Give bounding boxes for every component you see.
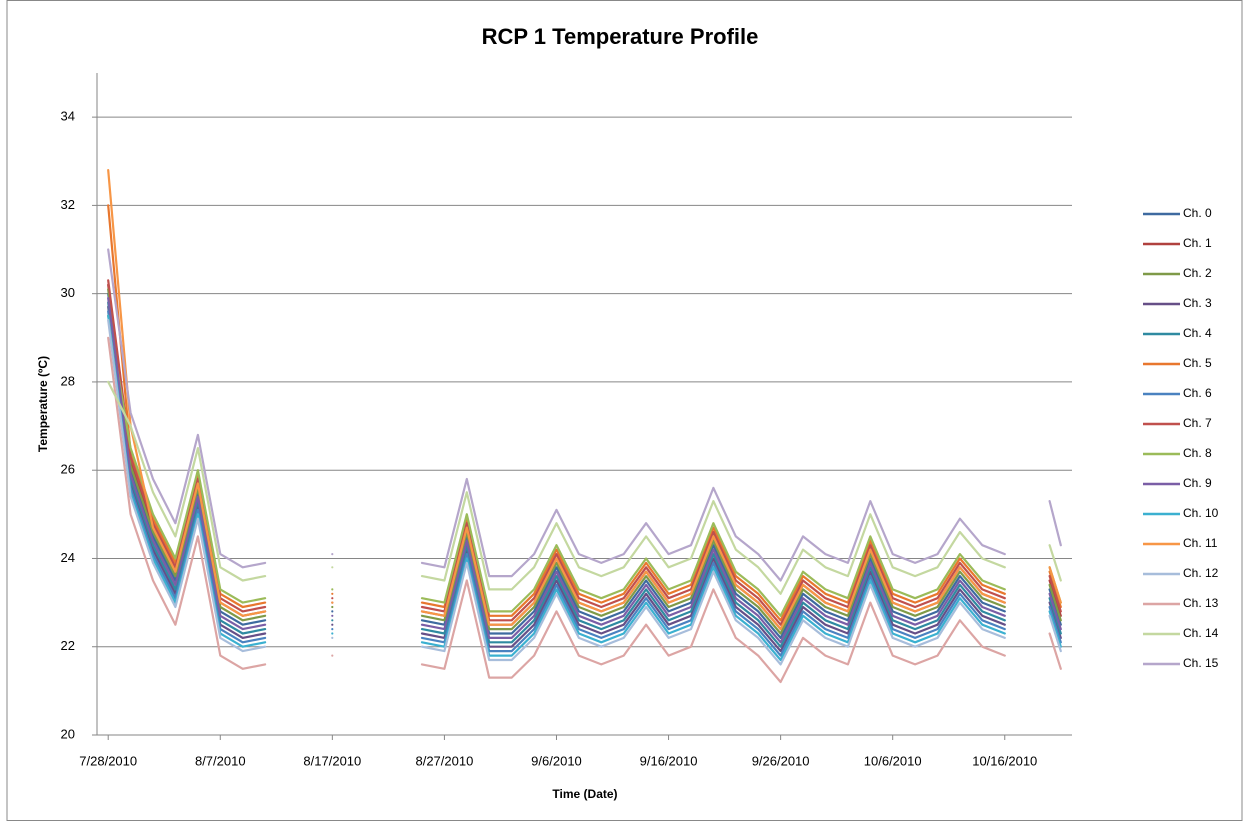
legend-label: Ch. 7 <box>1183 416 1212 430</box>
legend-label: Ch. 5 <box>1183 356 1212 370</box>
y-tick-label: 22 <box>61 638 75 653</box>
series-line <box>107 248 1062 582</box>
series-line <box>107 336 1062 684</box>
x-tick-label: 10/16/2010 <box>972 753 1037 768</box>
legend-label: Ch. 15 <box>1183 656 1219 670</box>
series-line <box>107 314 1062 617</box>
y-tick-label: 30 <box>61 285 75 300</box>
legend-label: Ch. 11 <box>1183 536 1218 550</box>
chart-border <box>6 0 1243 821</box>
legend-label: Ch. 12 <box>1183 566 1219 580</box>
y-tick-label: 34 <box>61 109 75 124</box>
series-line <box>107 380 1062 595</box>
y-tick-label: 26 <box>61 462 75 477</box>
legend-label: Ch. 9 <box>1183 476 1212 490</box>
chart-title: RCP 1 Temperature Profile <box>482 24 759 49</box>
x-tick-label: 9/6/2010 <box>531 753 582 768</box>
y-tick-label: 20 <box>61 726 75 741</box>
y-tick-label: 28 <box>61 373 75 388</box>
x-axis-label: Time (Date) <box>552 787 617 801</box>
legend-label: Ch. 2 <box>1183 266 1212 280</box>
x-tick-label: 7/28/2010 <box>79 753 137 768</box>
x-tick-label: 8/7/2010 <box>195 753 246 768</box>
x-tick-label: 8/27/2010 <box>415 753 473 768</box>
y-tick-label: 24 <box>61 550 75 565</box>
series-line <box>107 297 1062 644</box>
x-tick-label: 10/6/2010 <box>864 753 922 768</box>
legend-label: Ch. 6 <box>1183 386 1212 400</box>
legend-label: Ch. 4 <box>1183 326 1212 340</box>
x-tick-label: 9/26/2010 <box>752 753 810 768</box>
legend-label: Ch. 13 <box>1183 596 1219 610</box>
legend-label: Ch. 8 <box>1183 446 1212 460</box>
legend-label: Ch. 1 <box>1183 236 1212 250</box>
legend-label: Ch. 0 <box>1183 206 1212 220</box>
series-line <box>107 169 1062 631</box>
x-tick-label: 9/16/2010 <box>640 753 698 768</box>
legend-label: Ch. 14 <box>1183 626 1219 640</box>
y-tick-label: 32 <box>61 197 75 212</box>
legend-label: Ch. 3 <box>1183 296 1212 310</box>
series-line <box>107 319 1062 666</box>
y-axis-label: Temperature (ºC) <box>36 356 50 452</box>
legend-label: Ch. 10 <box>1183 506 1219 520</box>
x-tick-label: 8/17/2010 <box>303 753 361 768</box>
